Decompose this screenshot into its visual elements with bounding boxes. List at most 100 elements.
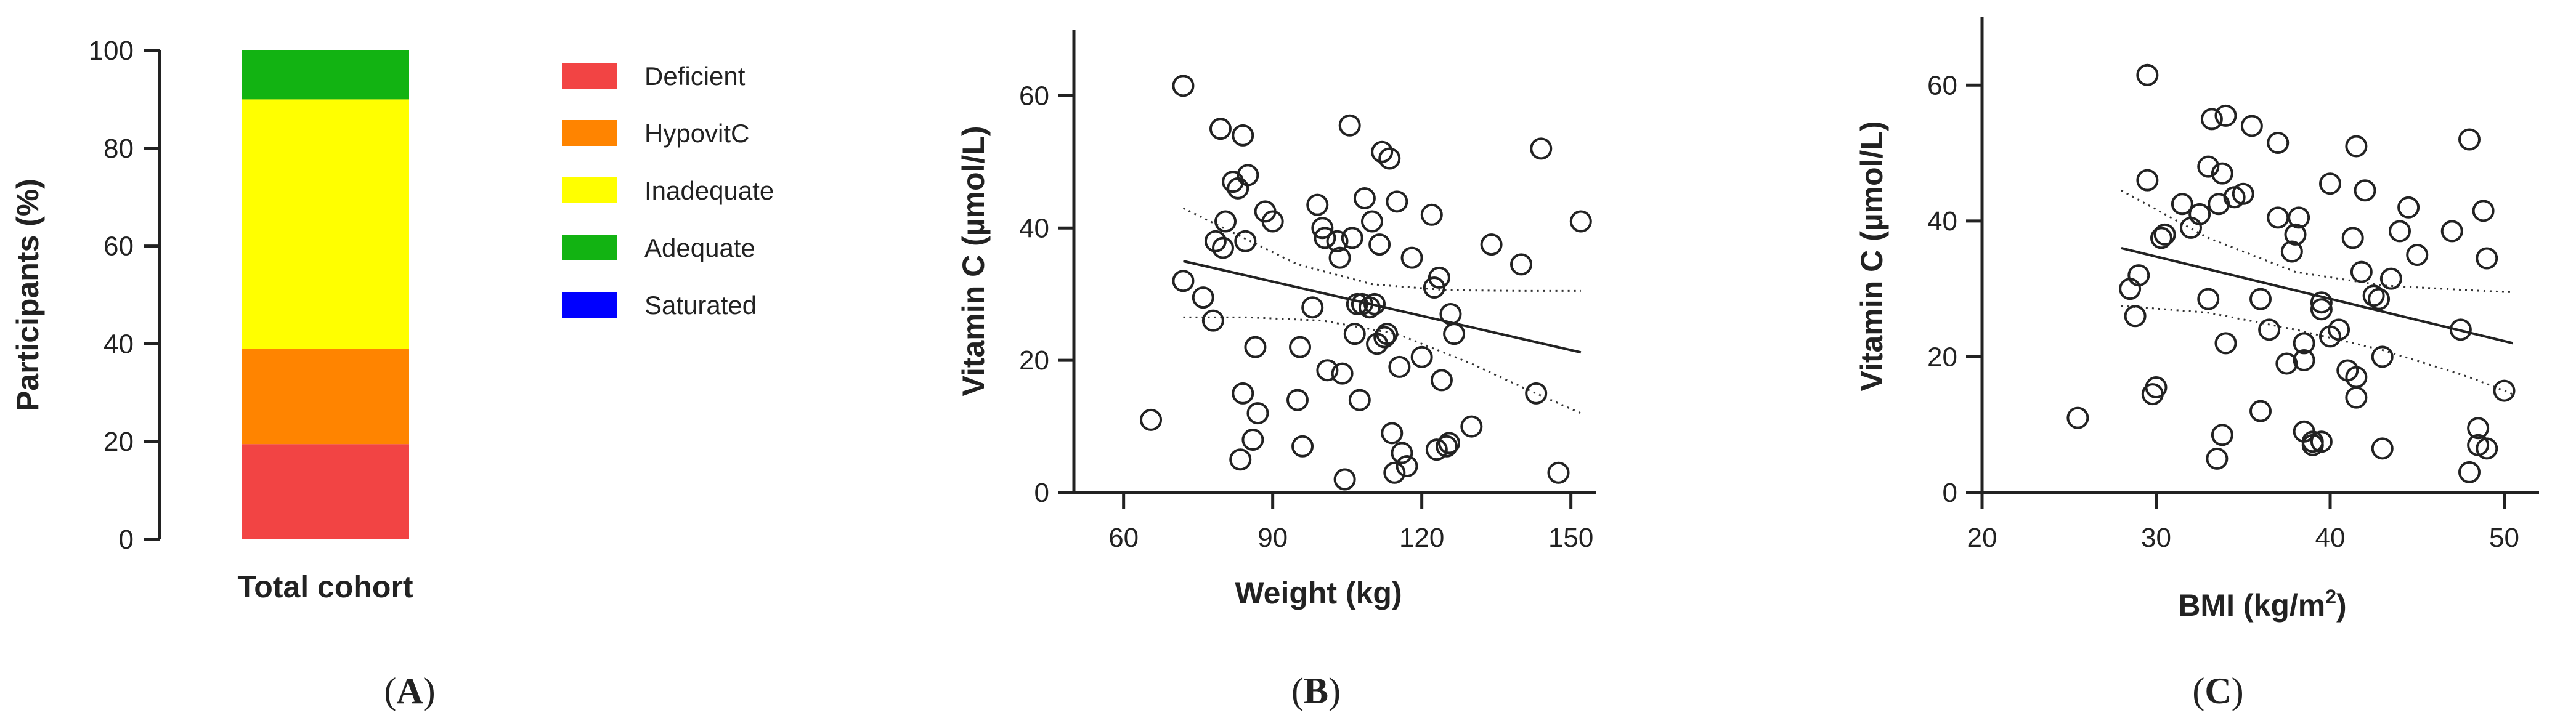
panel-c-data-point <box>2284 223 2307 246</box>
panel-c-y-axis-title: Vitamin C (µmol/L) <box>1855 121 1889 391</box>
panel-c-data-point <box>2136 169 2159 192</box>
panel-b-data-point <box>1425 438 1448 461</box>
panel-b-data-point <box>1443 323 1466 345</box>
panel-c-data-point <box>2472 200 2495 222</box>
panel-a-legend-label-deficient: Deficient <box>644 62 746 91</box>
panel-b-data-point <box>1436 435 1458 458</box>
panel-b-data-point <box>1430 369 1453 392</box>
panel-c-y-tick-label: 40 <box>1927 206 1957 236</box>
panel-letter-a: (A) <box>384 671 435 711</box>
panel-c-data-point <box>2310 291 2333 314</box>
panel-a-legend-swatch-adequate <box>562 235 617 260</box>
panel-letter-a-close: ) <box>423 671 436 711</box>
panel-c-data-point <box>2476 247 2498 270</box>
panel-b-data-point <box>1383 461 1406 484</box>
panel-c-data-point <box>2310 430 2333 453</box>
panel-b-data-point <box>1343 323 1366 345</box>
panel-c-bmi-scatter: 0 20 40 60 20 30 40 50 Vitamin C (µmol/L) BMI (… <box>1855 17 2539 623</box>
panel-b-x-axis-title: Weight (kg) <box>1235 576 1402 610</box>
panel-a-bar-segment-adequate <box>242 50 409 100</box>
panel-c-data-point <box>2440 220 2463 243</box>
panel-b-data-point <box>1232 382 1254 405</box>
panel-b-data-point <box>1530 137 1553 160</box>
panel-b-data-point <box>1237 164 1259 187</box>
panel-b-data-point <box>1358 296 1381 319</box>
panel-b-data-point <box>1204 230 1227 252</box>
panel-b-data-point <box>1388 355 1411 378</box>
panel-b-data-point <box>1241 429 1264 451</box>
panel-c-x-axis-title-superscript: 2 <box>2325 586 2336 608</box>
panel-c-data-point <box>2214 104 2237 127</box>
panel-a-y-ticks: 0 20 40 60 80 100 <box>89 36 160 555</box>
panel-c-data-point <box>2232 182 2254 205</box>
panel-b-data-point <box>1246 402 1269 425</box>
panel-c-data-point <box>2127 264 2150 287</box>
panel-a-bar-segment-hypovitc <box>242 349 409 445</box>
panel-a-y-tick-label: 0 <box>119 525 134 555</box>
panel-c-ticks: 0 20 40 60 20 30 40 50 <box>1927 70 2519 553</box>
panel-c-data-point <box>2145 376 2168 399</box>
panel-b-data-point <box>1386 190 1408 213</box>
panel-c-data-point <box>2267 206 2290 229</box>
panel-b-x-tick-label: 90 <box>1258 523 1288 553</box>
panel-b-data-point <box>1227 177 1249 200</box>
panel-b-data-point <box>1214 210 1237 233</box>
panel-c-data-point <box>2136 63 2159 86</box>
panel-b-data-point <box>1232 124 1254 147</box>
panel-c-ci-lower-curve <box>2121 305 2514 395</box>
panel-c-data-point <box>2345 386 2368 409</box>
panel-b-data-point <box>1373 326 1396 349</box>
panel-c-data-point <box>2211 162 2233 185</box>
panel-c-data-point <box>2350 260 2373 283</box>
panel-b-data-point <box>1391 442 1413 464</box>
panel-letter-c-text: C <box>2204 671 2231 711</box>
panel-letter-b-text: B <box>1304 671 1328 711</box>
panel-b-data-point <box>1381 422 1404 445</box>
panel-a-legend-swatch-hypovitc <box>562 120 617 146</box>
panel-b-data-point <box>1244 336 1267 358</box>
panel-b-data-point <box>1229 448 1252 471</box>
panel-letter-a-text: A <box>396 671 423 711</box>
panel-letter-c-open: ( <box>2192 671 2204 711</box>
panel-c-data-point <box>2397 196 2420 219</box>
panel-b-data-point <box>1212 236 1234 259</box>
panel-c-data-point <box>2275 352 2298 375</box>
panel-b-data-point <box>1192 286 1214 309</box>
panel-c-data-point <box>2389 220 2411 243</box>
panel-b-data-point <box>1353 187 1376 209</box>
panel-c-data-point <box>2476 437 2498 460</box>
panel-c-data-point <box>2493 379 2516 402</box>
panel-b-data-points <box>1140 75 1592 491</box>
panel-c-data-point <box>2188 203 2211 225</box>
panel-c-x-axis-title-main: BMI (kg/m <box>2178 588 2325 623</box>
panel-b-data-point <box>1172 270 1195 292</box>
panel-c-confidence-band <box>2121 189 2514 395</box>
panel-a-legend: Deficient HypovitC Inadequate Adequate Satur… <box>562 62 774 320</box>
panel-a-bar-segment-deficient <box>242 444 409 539</box>
panel-c-data-point <box>2249 288 2272 310</box>
panel-letter-a-open: ( <box>384 671 396 711</box>
panel-c-y-tick-label: 0 <box>1943 478 1957 508</box>
panel-a-legend-label-inadequate: Inadequate <box>644 176 774 205</box>
panel-letter-b: (B) <box>1291 671 1341 711</box>
panel-c-data-point <box>2362 284 2385 307</box>
panel-b-data-point <box>1439 302 1462 325</box>
panel-c-data-point <box>2293 349 2315 371</box>
panel-b-data-point <box>1480 233 1503 256</box>
panel-b-y-tick-label: 40 <box>1019 213 1049 243</box>
panel-a-legend-swatch-inadequate <box>562 177 617 203</box>
panel-b-data-point <box>1172 75 1195 97</box>
panel-c-x-tick-label: 20 <box>1967 523 1997 553</box>
panel-letter-b-open: ( <box>1291 671 1304 711</box>
panel-c-data-point <box>2310 298 2333 321</box>
panel-b-data-point <box>1368 233 1391 256</box>
panel-b-data-point <box>1510 253 1532 276</box>
panel-b-y-tick-label: 60 <box>1019 81 1049 111</box>
panel-b-data-point <box>1234 230 1257 252</box>
panel-c-data-point <box>2153 223 2176 246</box>
panel-c-data-point <box>2341 227 2364 249</box>
panel-c-data-point <box>2258 318 2281 341</box>
panel-a-y-tick-label: 100 <box>89 36 134 66</box>
panel-b-data-point <box>1209 118 1232 140</box>
panel-c-data-point <box>2288 206 2310 229</box>
